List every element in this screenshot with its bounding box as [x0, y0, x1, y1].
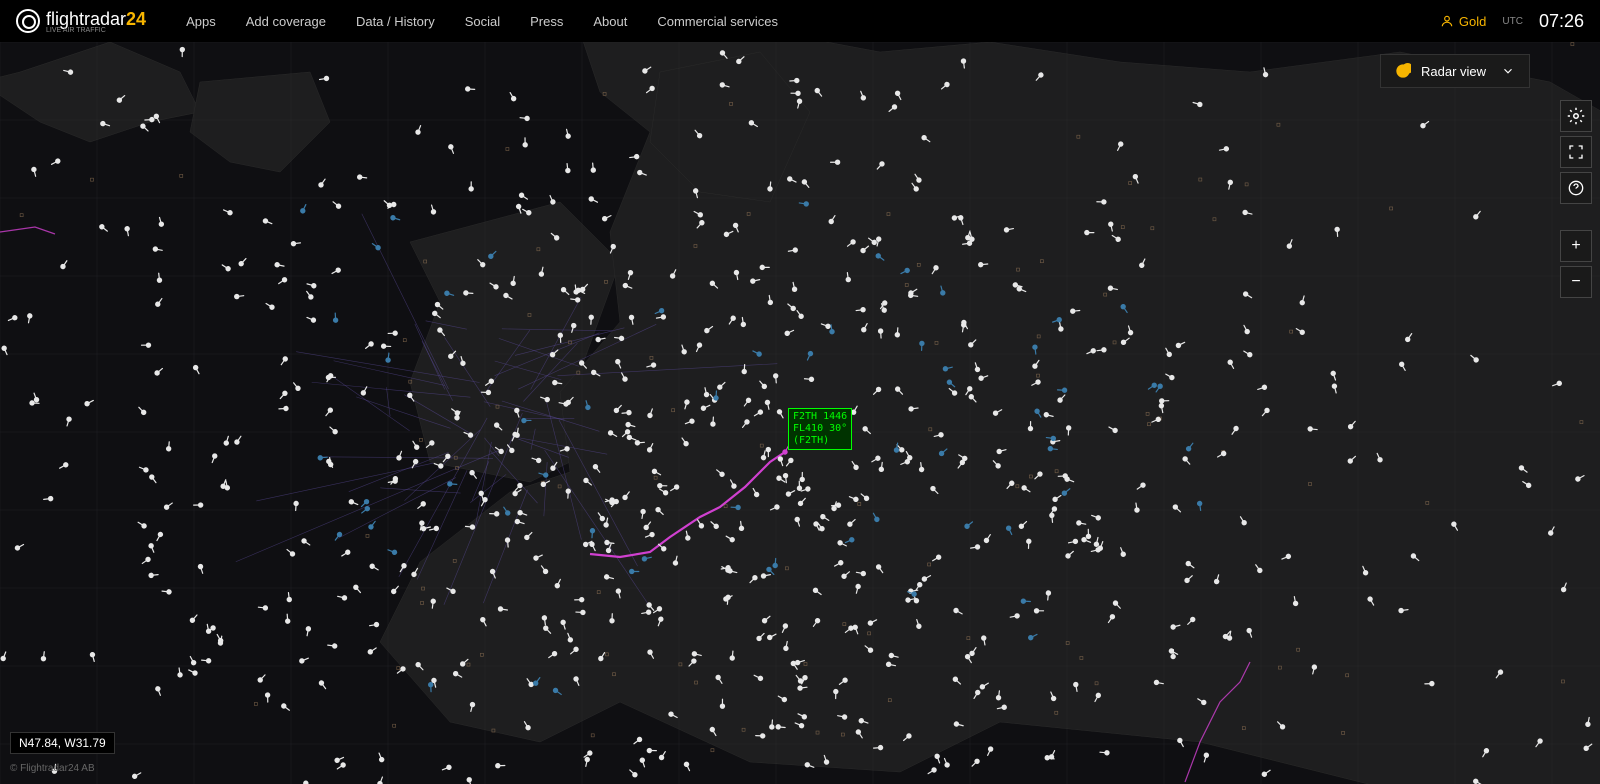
zoom-in-button[interactable]: +	[1560, 230, 1592, 262]
flight-altitude: FL410 30°	[793, 423, 847, 435]
coordinates-display: N47.84, W31.79	[10, 732, 115, 754]
radar-sweep-icon	[1395, 63, 1411, 79]
flight-callsign: F2TH 1446	[793, 411, 847, 423]
header-right: Gold UTC 07:26	[1440, 11, 1584, 32]
nav-item[interactable]: Add coverage	[246, 14, 326, 29]
main-nav: Apps Add coverage Data / History Social Pres…	[186, 14, 778, 29]
selected-flight-label[interactable]: F2TH 1446 FL410 30° (F2TH)	[788, 408, 852, 450]
header-bar: flightradar24 LIVE AIR TRAFFIC Apps Add c…	[0, 0, 1600, 42]
right-toolbar	[1560, 100, 1592, 204]
help-icon	[1568, 180, 1584, 196]
user-tier-label: Gold	[1459, 14, 1486, 29]
nav-item[interactable]: Commercial services	[657, 14, 778, 29]
clock: 07:26	[1539, 11, 1584, 32]
radar-icon	[16, 9, 40, 33]
nav-item[interactable]: Data / History	[356, 14, 435, 29]
fullscreen-button[interactable]	[1560, 136, 1592, 168]
user-tier[interactable]: Gold	[1440, 14, 1486, 29]
nav-item[interactable]: Social	[465, 14, 500, 29]
zoom-toolbar: + −	[1560, 230, 1592, 298]
gear-icon	[1567, 107, 1585, 125]
expand-icon	[1568, 144, 1584, 160]
flight-type: (F2TH)	[793, 435, 847, 447]
view-selector-label: Radar view	[1421, 64, 1486, 79]
nav-item[interactable]: About	[593, 14, 627, 29]
utc-label: UTC	[1502, 16, 1523, 27]
chevron-down-icon	[1501, 64, 1515, 78]
copyright: © Flightradar24 AB	[10, 763, 95, 774]
nav-item[interactable]: Apps	[186, 14, 216, 29]
nav-item[interactable]: Press	[530, 14, 563, 29]
user-icon	[1440, 14, 1454, 28]
help-button[interactable]	[1560, 172, 1592, 204]
view-selector[interactable]: Radar view	[1380, 54, 1530, 88]
logo[interactable]: flightradar24 LIVE AIR TRAFFIC	[16, 9, 146, 34]
settings-button[interactable]	[1560, 100, 1592, 132]
zoom-out-button[interactable]: −	[1560, 266, 1592, 298]
